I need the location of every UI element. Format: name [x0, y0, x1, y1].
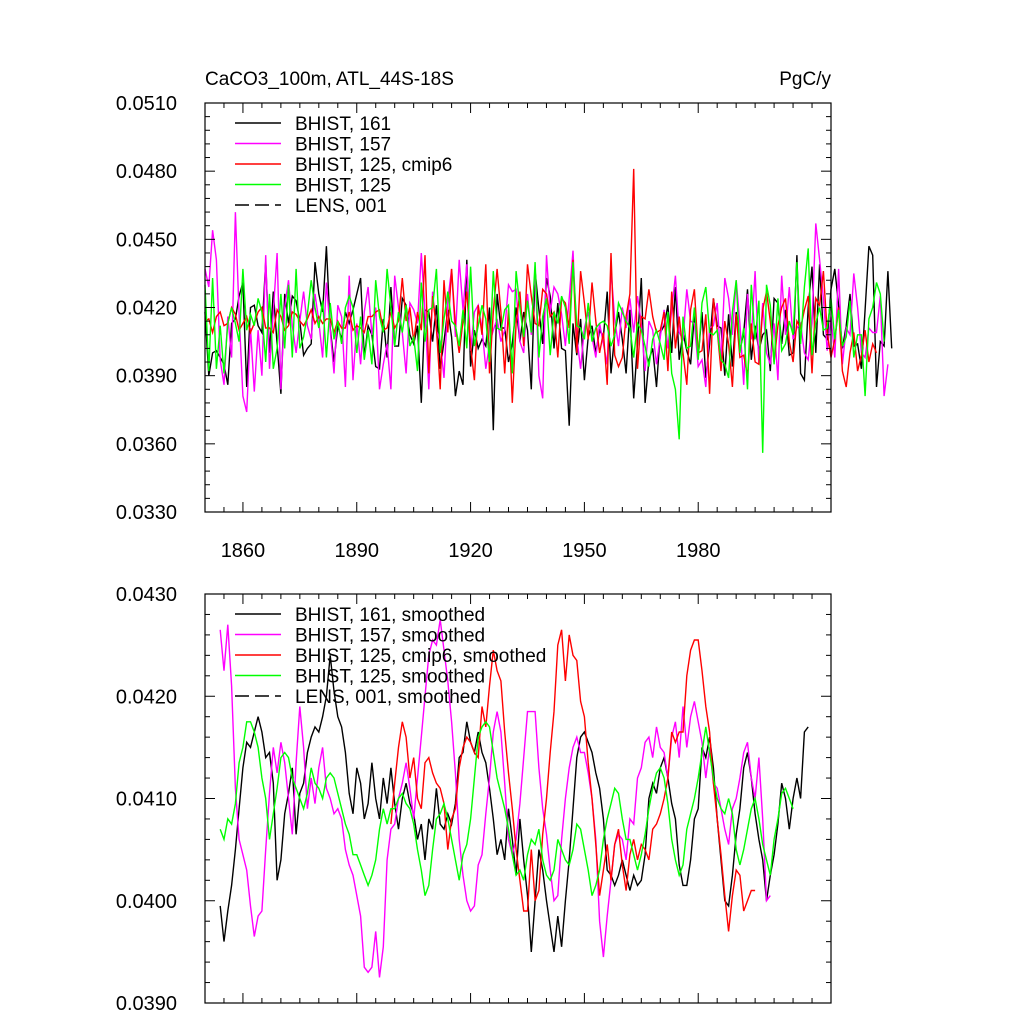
legend-label-2: BHIST, 125, cmip6, smoothed	[295, 646, 546, 667]
y-tick-label: 0.0420	[116, 686, 177, 708]
y-tick-label: 0.0400	[116, 891, 177, 913]
legend-label-2: BHIST, 125, cmip6	[295, 155, 452, 176]
top-panel: 1860 1890 1920 1950 1980 0.0330 0.0360 0.0390 0.…	[116, 69, 893, 562]
legend-label-1: BHIST, 157	[295, 135, 391, 156]
y-tick-label: 0.0450	[116, 229, 177, 251]
y-tick-label: 0.0480	[116, 161, 177, 183]
y-tick-label: 0.0410	[116, 789, 177, 811]
y-tick-label: 0.0430	[116, 584, 177, 606]
chart-title: CaCO3_100m, ATL_44S-18S	[205, 69, 454, 90]
x-tick-label: 1890	[335, 540, 380, 562]
x-tick-label: 1980	[676, 540, 721, 562]
y-tick-label: 0.0510	[116, 93, 177, 115]
legend-label-3: BHIST, 125	[295, 176, 391, 197]
x-tick-label: 1950	[562, 540, 607, 562]
units-label: PgC/y	[779, 69, 831, 90]
legend-label-4: LENS, 001	[295, 196, 387, 217]
bottom-panel: 0.0390 0.0400 0.0410 0.0420 0.0430 BHIST, 161…	[116, 584, 832, 1015]
x-tick-label: 1860	[221, 540, 266, 562]
series-line-2	[390, 629, 756, 932]
series-line-1	[219, 619, 771, 978]
y-tick-label: 0.0420	[116, 298, 177, 320]
legend-label-3: BHIST, 125, smoothed	[295, 667, 485, 688]
legend-label-4: LENS, 001, smoothed	[295, 687, 481, 708]
y-tick-label: 0.0330	[116, 502, 177, 524]
series-line-3	[204, 248, 885, 453]
series-line-3	[219, 720, 794, 896]
y-tick-label: 0.0360	[116, 434, 177, 456]
y-tick-label: 0.0390	[116, 993, 177, 1015]
legend-label-1: BHIST, 157, smoothed	[295, 626, 485, 647]
x-tick-label: 1920	[448, 540, 493, 562]
legend-label-0: BHIST, 161	[295, 114, 391, 135]
series-line-1	[204, 212, 889, 413]
legend-label-0: BHIST, 161, smoothed	[295, 605, 485, 626]
y-tick-label: 0.0390	[116, 366, 177, 388]
